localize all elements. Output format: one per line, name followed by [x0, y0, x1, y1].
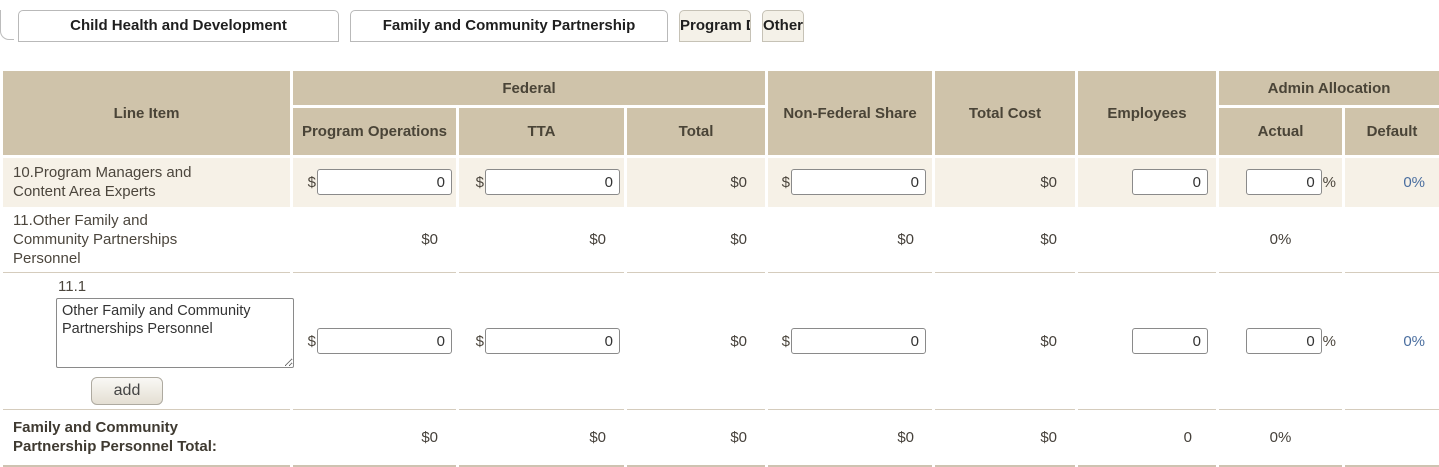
- total-row-line-item: Family and Community Partnership Personn…: [2, 410, 292, 466]
- total-row-label: Family and Community Partnership Personn…: [13, 418, 231, 456]
- row11-1-program-operations-input[interactable]: [317, 328, 452, 354]
- row11-1-tta-cell: $: [458, 273, 626, 410]
- total-total-cost: $0: [934, 410, 1077, 466]
- row11-1-number: 11.1: [56, 277, 290, 296]
- row10-line-item: 10.Program Managers and Content Area Exp…: [2, 157, 292, 207]
- total-row: Family and Community Partnership Personn…: [2, 410, 1439, 466]
- row11-1-default-cell: 0%: [1344, 273, 1439, 410]
- dollar-sign: $: [476, 332, 484, 351]
- header-admin-allocation: Admin Allocation: [1218, 70, 1439, 107]
- add-button[interactable]: add: [91, 377, 163, 405]
- header-employees: Employees: [1077, 70, 1218, 157]
- row10-employees-cell: [1077, 157, 1218, 207]
- dollar-sign: $: [308, 173, 316, 192]
- header-non-federal-share: Non-Federal Share: [767, 70, 934, 157]
- row11-line-item: 11.Other Family and Community Partnershi…: [2, 207, 292, 273]
- row10-federal-total: $0: [626, 157, 767, 207]
- row11-1-default-link[interactable]: 0%: [1403, 333, 1425, 350]
- row11-label: 11.Other Family and Community Partnershi…: [13, 211, 225, 268]
- row11-1-line-item: 11.1 Other Family and Community Partners…: [2, 273, 292, 410]
- row10-default-link[interactable]: 0%: [1403, 174, 1425, 191]
- tab-bar: Child Health and Development Family and …: [0, 0, 1439, 42]
- header-default: Default: [1344, 107, 1439, 157]
- row11-1-employees-cell: [1077, 273, 1218, 410]
- row10-non-federal-cell: $: [767, 157, 934, 207]
- table-row-11: 11.Other Family and Community Partnershi…: [2, 207, 1439, 273]
- total-default-cell: [1344, 410, 1439, 466]
- row11-1-tta-input[interactable]: [485, 328, 620, 354]
- row11-1-actual-cell: %: [1218, 273, 1344, 410]
- total-tta: $0: [458, 410, 626, 466]
- row10-tta-cell: $: [458, 157, 626, 207]
- budget-table-area: Line Item Federal Non-Federal Share Tota…: [0, 68, 1439, 467]
- table-row-10: 10.Program Managers and Content Area Exp…: [2, 157, 1439, 207]
- row10-employees-input[interactable]: [1132, 169, 1208, 195]
- total-program-operations: $0: [292, 410, 458, 466]
- row11-non-federal: $0: [767, 207, 934, 273]
- row11-program-operations: $0: [292, 207, 458, 273]
- row10-tta-input[interactable]: [485, 169, 620, 195]
- table-row-11-1: 11.1 Other Family and Community Partners…: [2, 273, 1439, 410]
- percent-sign: %: [1323, 332, 1336, 351]
- header-program-operations: Program Operations: [292, 107, 458, 157]
- row11-actual-percent: 0%: [1218, 207, 1344, 273]
- row10-default-cell: 0%: [1344, 157, 1439, 207]
- row11-1-actual-input[interactable]: [1246, 328, 1322, 354]
- percent-sign: %: [1323, 173, 1336, 192]
- tab-child-health-and-development[interactable]: Child Health and Development: [18, 10, 339, 42]
- row11-1-federal-total: $0: [626, 273, 767, 410]
- header-federal: Federal: [292, 70, 767, 107]
- row11-1-description-textarea[interactable]: Other Family and Community Partnerships …: [56, 298, 294, 368]
- row11-employees-cell: [1077, 207, 1218, 273]
- row10-program-operations-cell: $: [292, 157, 458, 207]
- dollar-sign: $: [782, 332, 790, 351]
- header-line-item: Line Item: [2, 70, 292, 157]
- row10-actual-input[interactable]: [1246, 169, 1322, 195]
- header-tta: TTA: [458, 107, 626, 157]
- tab-program-design-and-management[interactable]: Program Design and Management: [679, 10, 751, 42]
- total-employees: 0: [1077, 410, 1218, 466]
- dollar-sign: $: [782, 173, 790, 192]
- header-total-cost: Total Cost: [934, 70, 1077, 157]
- row10-program-operations-input[interactable]: [317, 169, 452, 195]
- total-actual-percent: 0%: [1218, 410, 1344, 466]
- dollar-sign: $: [308, 332, 316, 351]
- dollar-sign: $: [476, 173, 484, 192]
- personnel-budget-table: Line Item Federal Non-Federal Share Tota…: [0, 68, 1439, 467]
- tab-edge-fragment: [0, 10, 14, 40]
- row10-non-federal-input[interactable]: [791, 169, 926, 195]
- total-non-federal: $0: [767, 410, 934, 466]
- row11-1-non-federal-input[interactable]: [791, 328, 926, 354]
- row11-tta: $0: [458, 207, 626, 273]
- row11-default-cell: [1344, 207, 1439, 273]
- row11-federal-total: $0: [626, 207, 767, 273]
- row11-1-program-operations-cell: $: [292, 273, 458, 410]
- row11-1-employees-input[interactable]: [1132, 328, 1208, 354]
- header-actual: Actual: [1218, 107, 1344, 157]
- row10-label: 10.Program Managers and Content Area Exp…: [13, 163, 225, 201]
- row11-1-non-federal-cell: $: [767, 273, 934, 410]
- tab-other[interactable]: Other: [762, 10, 804, 42]
- tab-family-and-community-partnership[interactable]: Family and Community Partnership: [350, 10, 668, 42]
- row10-actual-cell: %: [1218, 157, 1344, 207]
- row10-total-cost: $0: [934, 157, 1077, 207]
- header-federal-total: Total: [626, 107, 767, 157]
- total-federal-total: $0: [626, 410, 767, 466]
- row11-1-total-cost: $0: [934, 273, 1077, 410]
- row11-total-cost: $0: [934, 207, 1077, 273]
